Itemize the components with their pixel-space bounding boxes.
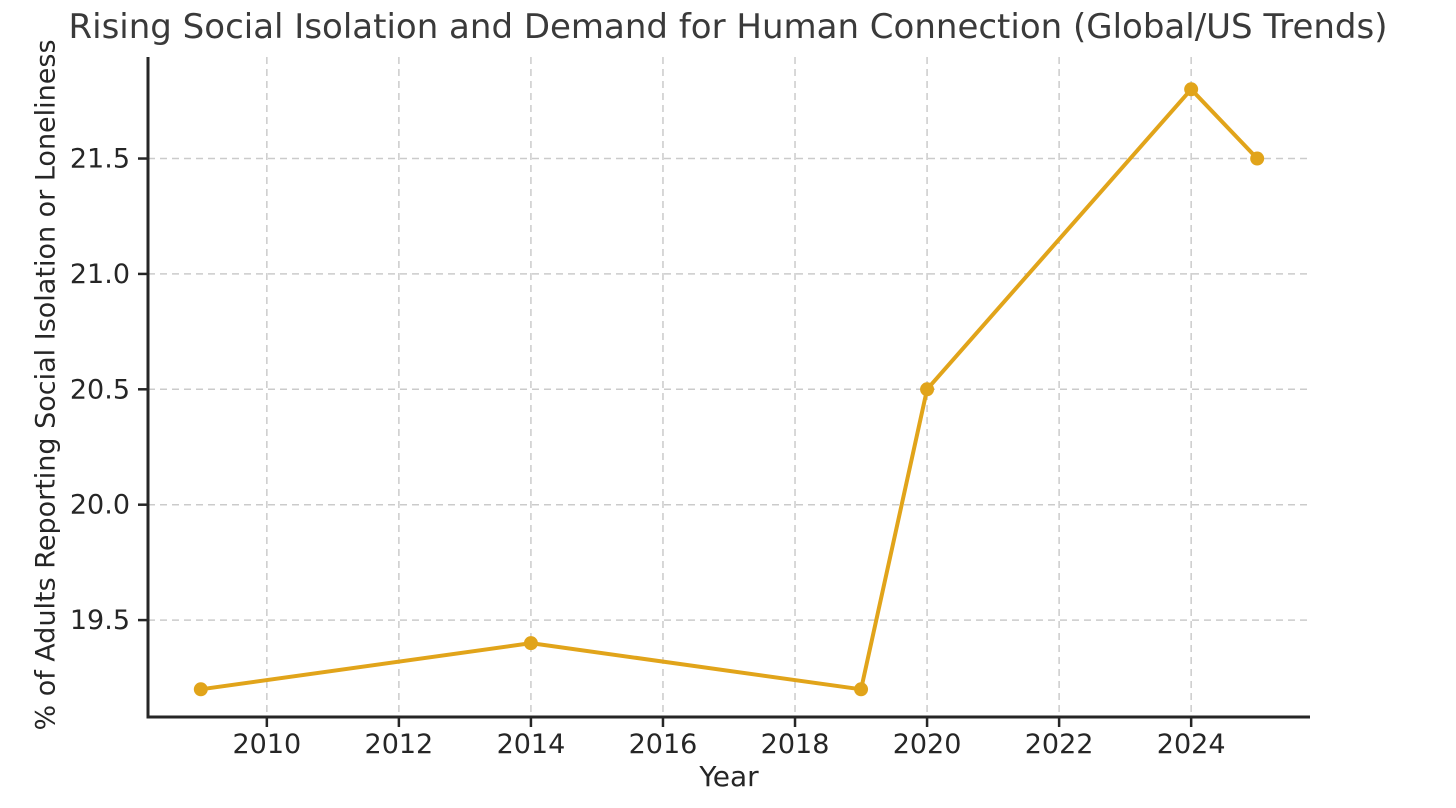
- data-line: [198, 87, 1260, 692]
- x-tick-label: 2012: [365, 729, 434, 760]
- x-tick-label: 2016: [629, 729, 698, 760]
- x-tick-label: 2022: [1025, 729, 1094, 760]
- x-tick-label: 2010: [232, 729, 301, 760]
- y-tick-label: 20.5: [70, 374, 130, 405]
- y-tick-label: 21.0: [70, 259, 130, 290]
- y-axis-label: % of Adults Reporting Social Isolation o…: [30, 39, 62, 731]
- x-axis-label: Year: [699, 760, 759, 793]
- data-point-marker: [1184, 82, 1199, 97]
- x-tick-label: 2014: [497, 729, 566, 760]
- x-tick-label: 2024: [1157, 729, 1226, 760]
- y-tick-label: 21.5: [70, 144, 130, 175]
- x-tick-label: 2018: [761, 729, 830, 760]
- y-tick-label: 20.0: [70, 490, 130, 521]
- x-tick-label: 2020: [893, 729, 962, 760]
- data-point-marker: [193, 682, 208, 697]
- y-tick-label: 19.5: [70, 605, 130, 636]
- chart-title: Rising Social Isolation and Demand for H…: [68, 7, 1388, 47]
- data-point-marker: [920, 382, 935, 397]
- data-point-marker: [854, 682, 869, 697]
- data-point-marker: [1250, 151, 1265, 166]
- data-point-marker: [523, 636, 538, 651]
